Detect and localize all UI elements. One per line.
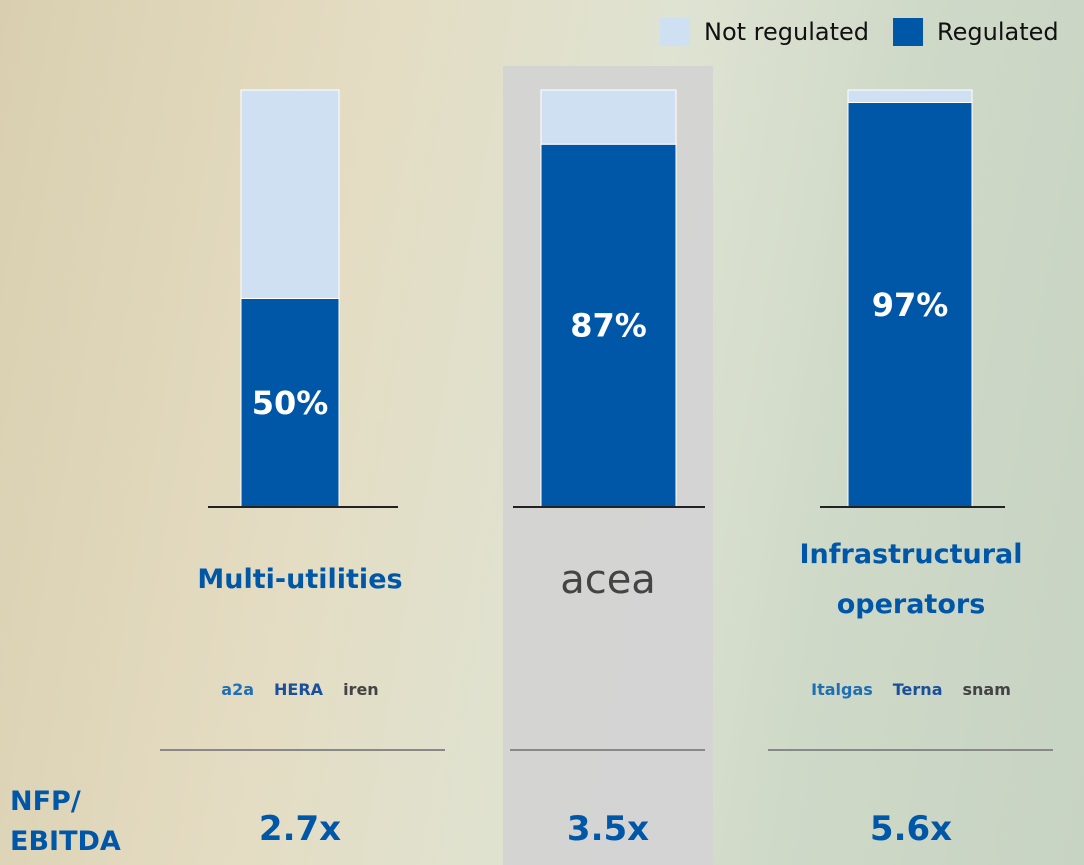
data-label: 50% xyxy=(252,384,329,422)
nfp-value: 5.6x xyxy=(870,809,952,849)
logo: HERA xyxy=(274,680,324,699)
category-label: Multi-utilities xyxy=(197,564,403,595)
data-label: 97% xyxy=(872,286,949,324)
legend-label: Not regulated xyxy=(704,18,869,46)
nfp-value: 2.7x xyxy=(259,809,341,849)
legend-label: Regulated xyxy=(937,18,1059,46)
logo-group: a2a HERA iren xyxy=(150,680,450,699)
logo: Terna xyxy=(892,680,943,699)
nfp-value: 3.5x xyxy=(567,809,649,849)
logo: iren xyxy=(343,680,379,699)
legend-swatch xyxy=(893,18,924,46)
logo: Italgas xyxy=(811,680,873,699)
data-label: 87% xyxy=(570,307,647,345)
legend-swatch xyxy=(660,18,690,46)
bar-segment xyxy=(847,102,973,508)
bar-segment xyxy=(540,89,677,145)
bar-segment xyxy=(847,89,973,104)
bar-segment xyxy=(240,89,340,299)
bar-segment xyxy=(240,298,340,508)
logo-group: Italgas Terna snam xyxy=(761,680,1061,699)
row-label: NFP/ EBITDA xyxy=(10,786,121,857)
bar-segment xyxy=(540,143,677,508)
logo: snam xyxy=(962,680,1011,699)
logo: a2a xyxy=(221,680,255,699)
category-label: Infrastructural operators xyxy=(799,539,1023,620)
category-label: acea xyxy=(560,557,656,603)
